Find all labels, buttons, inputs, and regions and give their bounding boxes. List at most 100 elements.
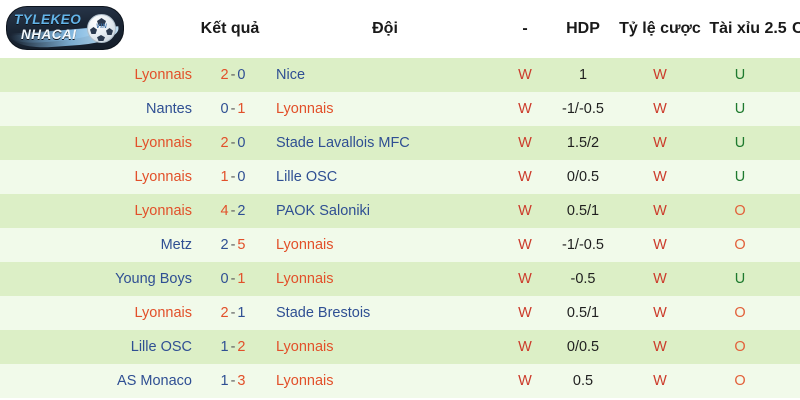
home-team-name: Lille OSC [130, 339, 192, 355]
table-row[interactable]: Lyonnais 2-1 Stade Brestois W 0.5/1 W O [0, 296, 800, 330]
away-team-name: Lille OSC [276, 169, 338, 185]
table-row[interactable]: Lille OSC 1-2 Lyonnais W 0/0.5 W O [0, 330, 800, 364]
over-under-badge: U [734, 169, 746, 185]
result-badge: W [518, 67, 532, 83]
result-badge: W [518, 203, 532, 219]
table-row[interactable]: Metz 2-5 Lyonnais W -1/-0.5 W O [0, 228, 800, 262]
away-team-name: Nice [276, 67, 306, 83]
away-team-name: Lyonnais [276, 271, 334, 287]
score-away: 1 [237, 305, 246, 321]
match-score: 2-0 [198, 58, 268, 92]
result-badge: W [518, 339, 532, 355]
odds-result-badge: W [653, 203, 667, 219]
score-away: 3 [237, 373, 246, 389]
site-logo[interactable]: TYLEKEO NHACAI VIN [6, 6, 124, 50]
table-row[interactable]: Young Boys 0-1 Lyonnais W -0.5 W U [0, 262, 800, 296]
match-rows-list: Lyonnais 2-0 Nice W 1 W U Nantes 0-1 Lyonnais W -1/… [0, 58, 800, 398]
match-score: 2-1 [198, 296, 268, 330]
score-away: 2 [237, 203, 246, 219]
match-score: 0-1 [198, 262, 268, 296]
table-row[interactable]: Lyonnais 4-2 PAOK Saloniki W 0.5/1 W O [0, 194, 800, 228]
ball-panel [97, 35, 105, 41]
over-under-badge: O [734, 339, 746, 355]
soccer-ball-icon: VIN [87, 14, 116, 43]
score-separator: - [230, 67, 236, 83]
score-separator: - [230, 305, 236, 321]
score-away: 1 [237, 101, 246, 117]
table-row[interactable]: Nantes 0-1 Lyonnais W -1/-0.5 W U [0, 92, 800, 126]
table-row[interactable]: AS Monaco 1-3 Lyonnais W 0.5 W O [0, 364, 800, 398]
logo-wordmark: TYLEKEO NHACAI [14, 13, 81, 41]
home-team-name: Lyonnais [134, 67, 192, 83]
match-score: 4-2 [198, 194, 268, 228]
handicap-value: -1/-0.5 [562, 101, 604, 117]
column-header-result: Kết quả [200, 20, 260, 37]
score-home: 1 [220, 373, 229, 389]
result-badge: W [518, 373, 532, 389]
score-home: 2 [220, 237, 229, 253]
home-team-name: Lyonnais [134, 203, 192, 219]
table-row[interactable]: Lyonnais 1-0 Lille OSC W 0/0.5 W U [0, 160, 800, 194]
column-header-truncated: C [792, 20, 800, 37]
table-header-row: TYLEKEO NHACAI VIN Kết quả Đội - HDP Tỷ … [0, 0, 800, 58]
handicap-value: -1/-0.5 [562, 237, 604, 253]
odds-result-badge: W [653, 339, 667, 355]
away-team-name: PAOK Saloniki [276, 203, 371, 219]
result-badge: W [518, 169, 532, 185]
score-home: 4 [220, 203, 229, 219]
home-team-name: Lyonnais [134, 135, 192, 151]
away-team-name: Stade Lavallois MFC [276, 135, 410, 151]
odds-result-badge: W [653, 373, 667, 389]
handicap-value: 1.5/2 [566, 135, 600, 151]
score-away: 0 [237, 169, 246, 185]
score-separator: - [230, 271, 236, 287]
score-home: 1 [220, 339, 229, 355]
over-under-badge: U [734, 271, 746, 287]
ball-panel [90, 27, 97, 34]
over-under-badge: U [734, 67, 746, 83]
handicap-value: 0/0.5 [566, 169, 600, 185]
match-score: 1-0 [198, 160, 268, 194]
column-header-dash: - [522, 20, 528, 37]
over-under-badge: O [734, 373, 746, 389]
score-home: 2 [220, 67, 229, 83]
handicap-value: 0/0.5 [566, 339, 600, 355]
handicap-value: 0.5 [572, 373, 594, 389]
match-score: 1-2 [198, 330, 268, 364]
score-away: 0 [237, 67, 246, 83]
match-score: 2-5 [198, 228, 268, 262]
score-away: 1 [237, 271, 246, 287]
score-home: 0 [220, 101, 229, 117]
over-under-badge: O [734, 203, 746, 219]
home-team-name: Lyonnais [134, 169, 192, 185]
home-team-name: Metz [160, 237, 192, 253]
score-away: 0 [237, 135, 246, 151]
score-separator: - [230, 169, 236, 185]
result-badge: W [518, 237, 532, 253]
column-header-hdp: HDP [566, 20, 600, 37]
score-home: 1 [220, 169, 229, 185]
over-under-badge: U [734, 101, 746, 117]
column-header-odds: Tỷ lệ cược [619, 20, 701, 37]
score-separator: - [230, 237, 236, 253]
score-separator: - [230, 203, 236, 219]
table-row[interactable]: Lyonnais 2-0 Nice W 1 W U [0, 58, 800, 92]
home-team-name: Lyonnais [134, 305, 192, 321]
away-team-name: Lyonnais [276, 339, 334, 355]
home-team-name: Young Boys [115, 271, 192, 287]
column-header-over-under: Tài xỉu 2.5 [709, 20, 787, 37]
away-team-name: Lyonnais [276, 101, 334, 117]
table-row[interactable]: Lyonnais 2-0 Stade Lavallois MFC W 1.5/2 W U [0, 126, 800, 160]
match-score: 2-0 [198, 126, 268, 160]
handicap-value: 0.5/1 [566, 305, 600, 321]
logo-line-2: NHACAI [21, 26, 77, 42]
odds-result-badge: W [653, 305, 667, 321]
away-team-name: Stade Brestois [276, 305, 371, 321]
match-score: 1-3 [198, 364, 268, 398]
score-separator: - [230, 135, 236, 151]
over-under-badge: O [734, 305, 746, 321]
ball-label: VIN [96, 24, 107, 30]
column-header-team: Đội [372, 20, 398, 37]
over-under-badge: U [734, 135, 746, 151]
